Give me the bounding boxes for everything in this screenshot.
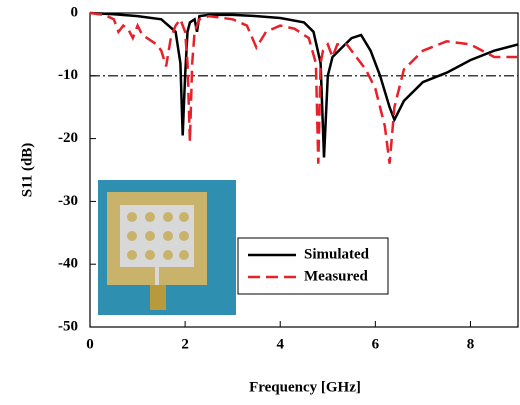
- y-tick-label: -40: [58, 256, 78, 272]
- x-axis-label: Frequency [GHz]: [249, 379, 361, 395]
- x-tick-label: 0: [86, 336, 94, 352]
- y-tick-label: -20: [58, 130, 78, 146]
- x-tick-label: 8: [467, 336, 475, 352]
- y-tick-label: -50: [58, 318, 78, 334]
- legend-box: [237, 237, 389, 295]
- x-tick-label: 6: [372, 336, 380, 352]
- y-axis-label: S11 (dB): [19, 143, 35, 198]
- inset-photo: [98, 180, 236, 315]
- legend-label: Simulated: [304, 246, 370, 262]
- y-tick-label: -30: [58, 193, 78, 209]
- x-tick-label: 2: [181, 336, 189, 352]
- x-tick-label: 4: [276, 336, 284, 352]
- y-tick-label: 0: [71, 4, 79, 20]
- series-line: [89, 11, 519, 158]
- y-tick-label: -10: [58, 67, 78, 83]
- legend-label: Measured: [304, 268, 369, 284]
- plot-frame: [89, 12, 519, 328]
- series-line: [89, 11, 518, 164]
